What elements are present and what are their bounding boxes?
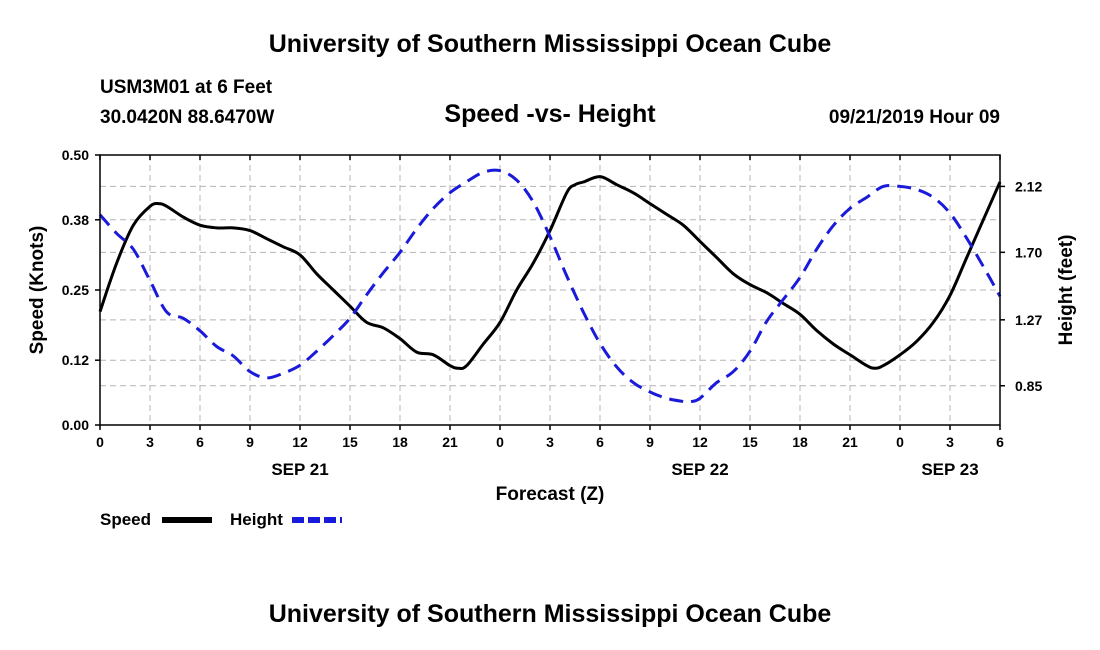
y2-tick-label: 0.85 (1015, 378, 1042, 394)
y-tick-label: 0.00 (62, 417, 89, 433)
x-axis-label: Forecast (Z) (496, 484, 605, 505)
chart-datetime: 09/21/2019 Hour 09 (828, 107, 1000, 128)
station-name: USM3M01 at 6 Feet (100, 77, 273, 98)
x-tick-label: 0 (96, 434, 104, 450)
legend-height-label: Height (230, 510, 283, 529)
chart-title: Speed -vs- Height (444, 100, 656, 128)
x-tick-label: 21 (442, 434, 458, 450)
x-tick-label: 18 (392, 434, 408, 450)
x-tick-label: 15 (342, 434, 358, 450)
x-tick-label: 12 (692, 434, 708, 450)
grid (100, 155, 1000, 425)
x-tick-label: 0 (896, 434, 904, 450)
x-tick-label: 6 (996, 434, 1004, 450)
y2-axis-label: Height (feet) (1056, 235, 1077, 346)
height-series-line (98, 168, 1002, 404)
y2-tick-label: 1.27 (1015, 312, 1042, 328)
y-tick-label: 0.38 (62, 212, 89, 228)
station-coords: 30.0420N 88.6470W (100, 107, 275, 128)
y-tick-label: 0.50 (62, 147, 89, 163)
x-tick-label: 6 (596, 434, 604, 450)
footer-title: University of Southern Mississippi Ocean… (268, 600, 832, 628)
x-tick-label: 3 (546, 434, 554, 450)
x-tick-label: 18 (792, 434, 808, 450)
legend-speed-label: Speed (100, 510, 151, 529)
x-tick-label: 12 (292, 434, 308, 450)
speed-series-line (98, 175, 1002, 371)
legend: Speed Height (100, 510, 342, 529)
x-tick-label: 3 (146, 434, 154, 450)
x-tick-label: 6 (196, 434, 204, 450)
x-tick-label: 3 (946, 434, 954, 450)
date-label: SEP 21 (271, 460, 328, 479)
ticks: 0 3 6 9 12 15 18 21 0 3 6 9 12 15 18 21 0 3 6 0.00 0.12 0.25 0… (62, 147, 1043, 479)
y-axis-label: Speed (Knots) (27, 226, 48, 355)
x-tick-label: 9 (646, 434, 654, 450)
date-label: SEP 23 (921, 460, 978, 479)
y2-tick-label: 2.12 (1015, 178, 1042, 194)
main-title: University of Southern Mississippi Ocean… (268, 30, 832, 58)
date-label: SEP 22 (671, 460, 728, 479)
x-tick-label: 0 (496, 434, 504, 450)
series (98, 168, 1002, 404)
x-tick-label: 15 (742, 434, 758, 450)
y-tick-label: 0.25 (62, 282, 89, 298)
y2-tick-label: 1.70 (1015, 244, 1042, 260)
x-tick-label: 21 (842, 434, 858, 450)
y-tick-label: 0.12 (62, 352, 89, 368)
x-tick-label: 9 (246, 434, 254, 450)
